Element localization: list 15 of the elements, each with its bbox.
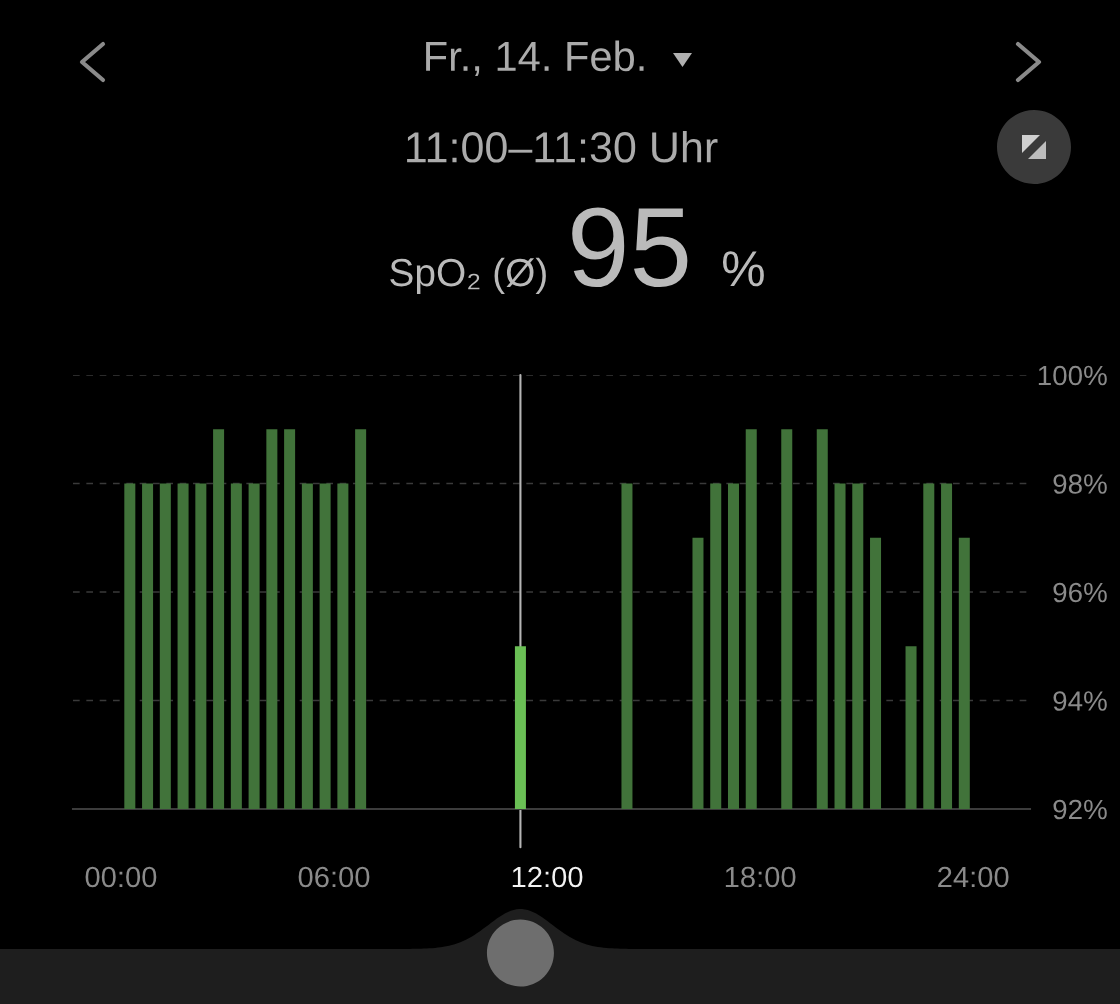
y-tick-label: 92% [1053,799,1107,820]
y-tick-label: 98% [1053,474,1107,494]
x-tick-label: 06:00 [298,866,370,888]
x-tick-label: 12:00 [512,866,583,888]
chart-subtitle: 11:00–11:30 Uhr [407,130,718,163]
y-tick-label: 100% [1038,365,1107,386]
chart-title: Fr., 14. Feb. [426,40,644,77]
x-tick-label: 00:00 [85,866,157,888]
text: % [722,251,764,287]
y-tick-label: 96% [1053,582,1107,603]
text: SpO₂ (Ø) [390,257,546,295]
x-tick-label: 18:00 [725,866,796,888]
y-tick-label: 94% [1053,691,1107,711]
text: 95 [572,207,688,288]
x-tick-label: 24:00 [938,866,1009,888]
